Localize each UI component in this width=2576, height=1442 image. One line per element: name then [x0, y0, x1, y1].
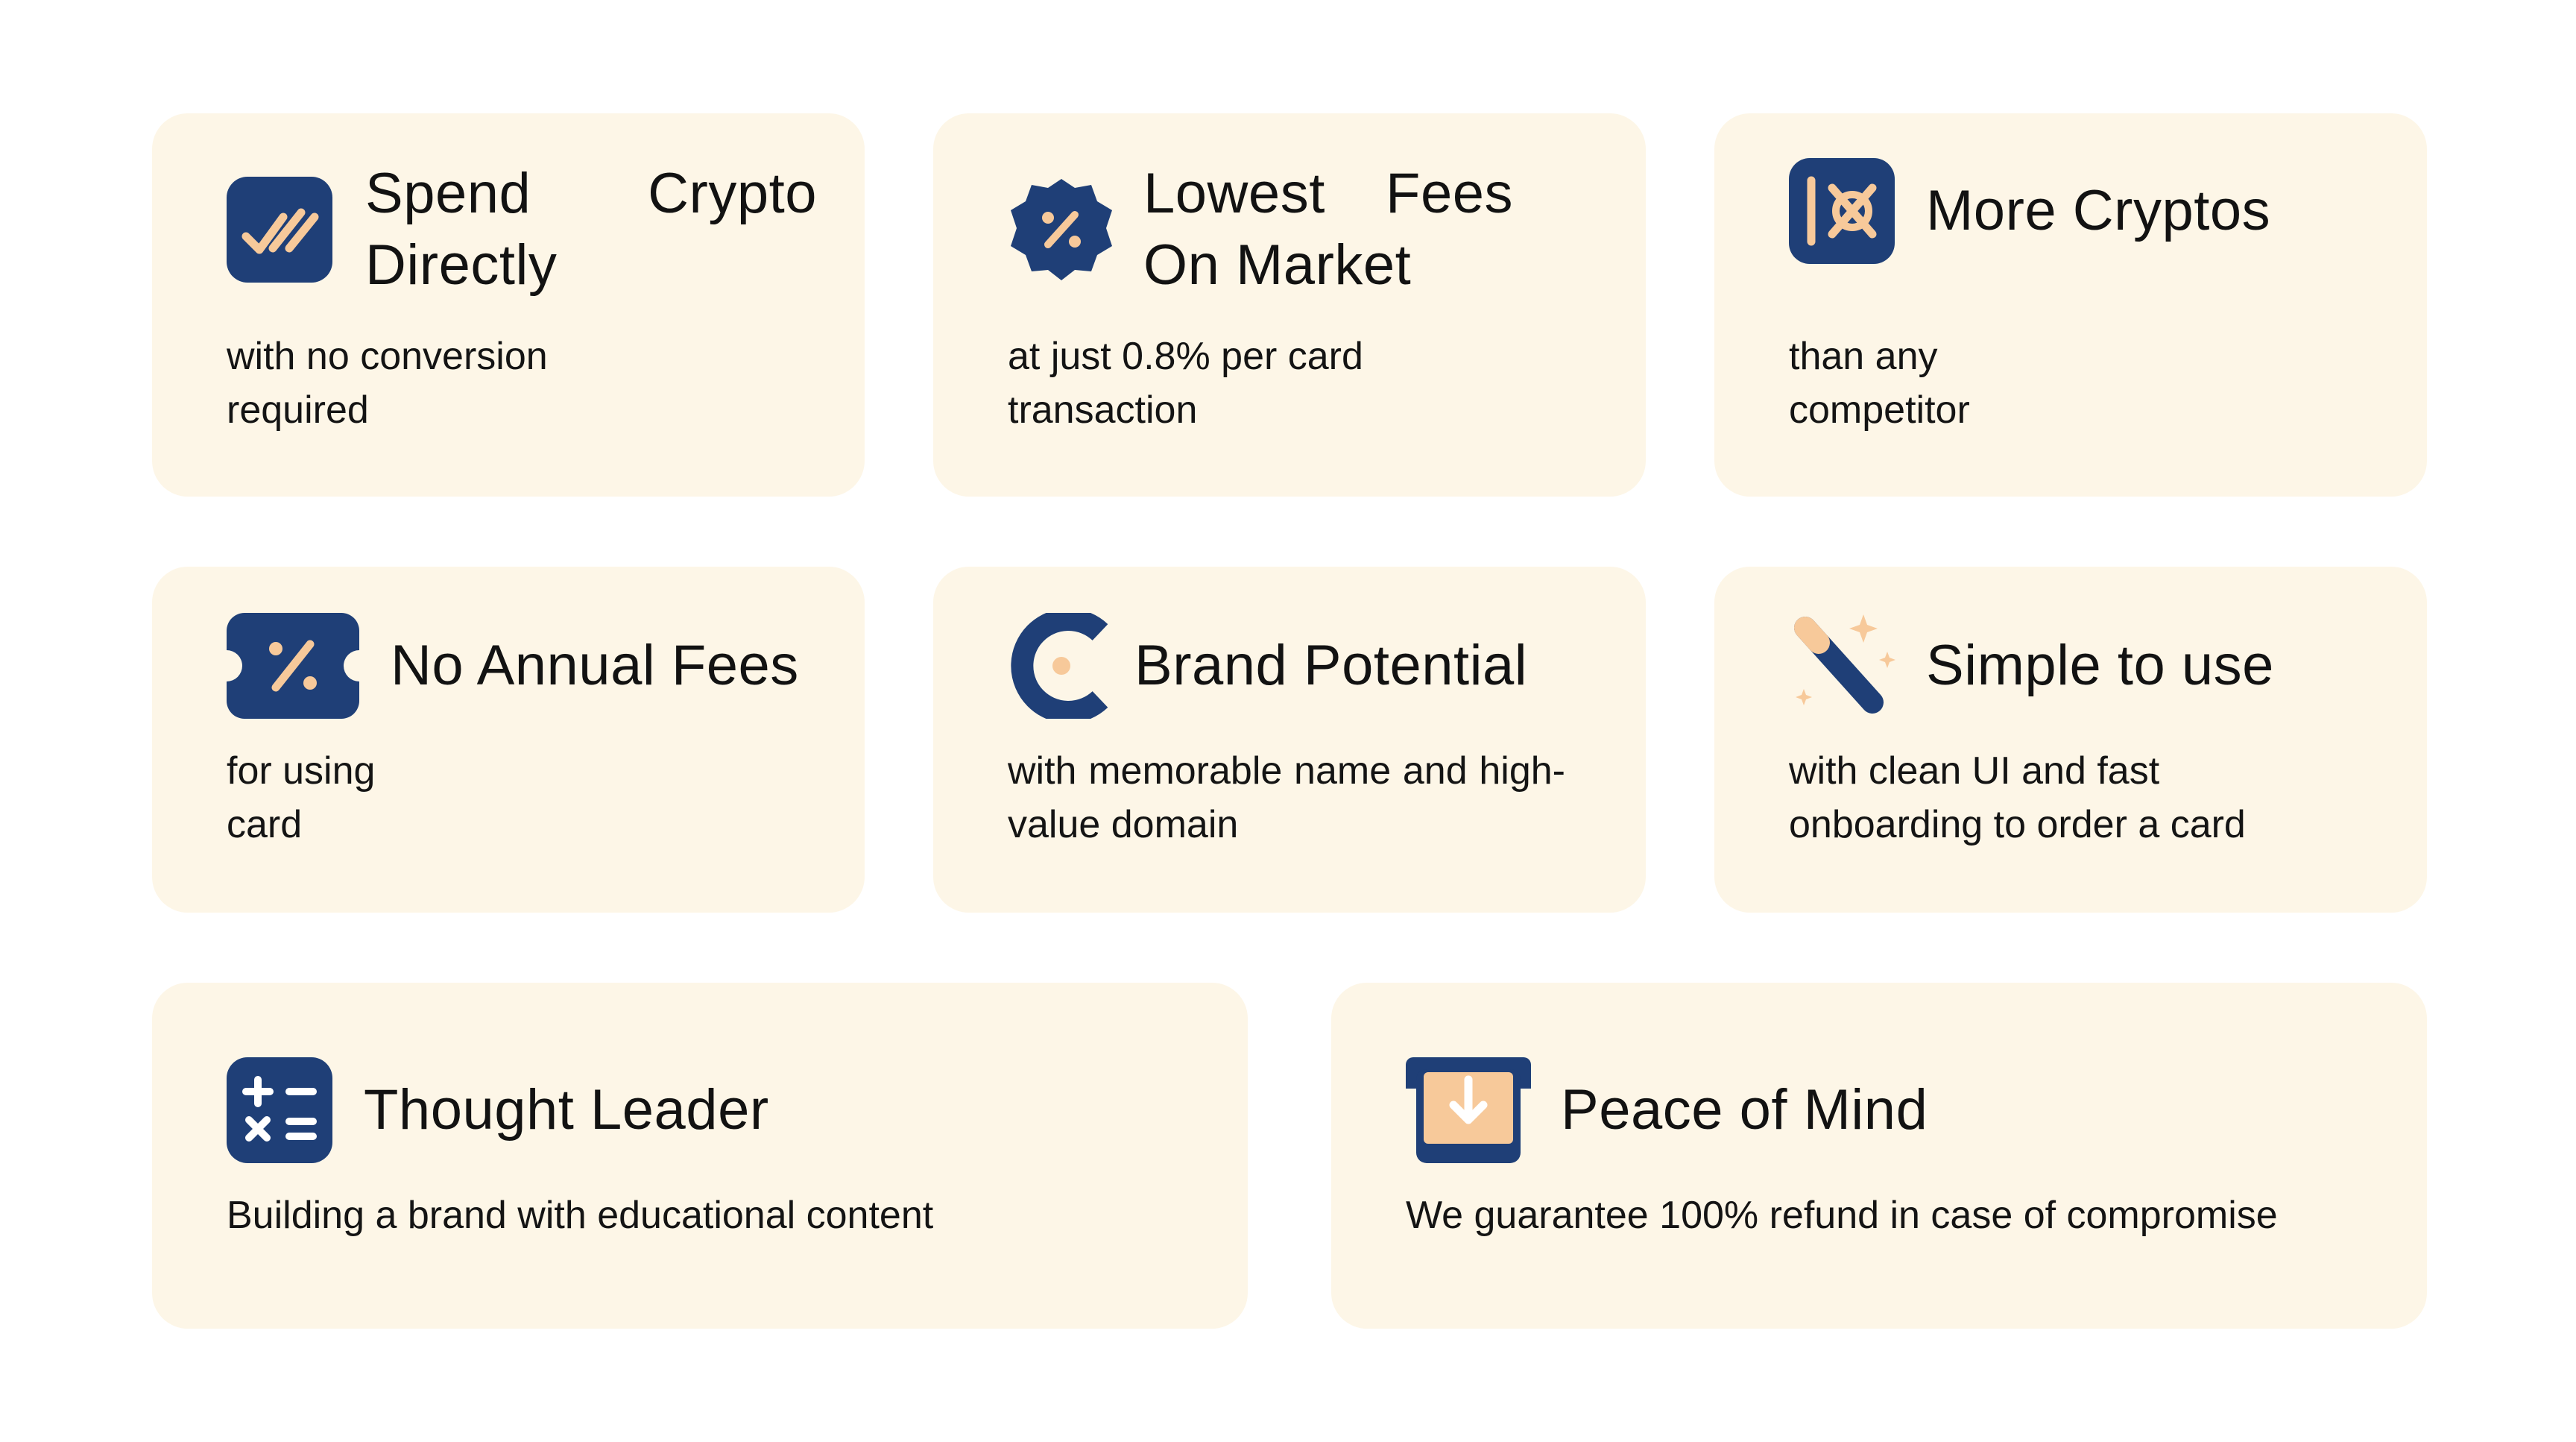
feature-title: Spend Crypto Directly	[365, 162, 817, 297]
feature-title: Thought Leader	[364, 1078, 769, 1142]
feature-card-lowest-fees: Lowest Fees On Market at just 0.8% per c…	[933, 113, 1646, 497]
feature-description: at just 0.8% per card transaction	[1008, 335, 1363, 432]
feature-title: Brand Potential	[1134, 634, 1528, 697]
feature-card-no-annual-fees: No Annual Fees for using card	[152, 567, 865, 913]
feature-description: with memorable name and high-value domai…	[1008, 749, 1565, 846]
feature-title: Peace of Mind	[1561, 1078, 1928, 1142]
feature-title: No Annual Fees	[391, 634, 799, 697]
crypto-network-icon	[1789, 158, 1895, 264]
feature-description: Building a brand with educational conten…	[227, 1194, 934, 1237]
feature-description: with no conversion required	[227, 335, 548, 432]
feature-description: with clean UI and fast onboarding to ord…	[1789, 749, 2246, 846]
discount-ticket-icon	[227, 613, 359, 719]
feature-card-simple-to-use: Simple to use with clean UI and fast onb…	[1714, 567, 2427, 913]
double-check-icon	[227, 177, 332, 283]
feature-card-brand-potential: Brand Potential with memorable name and …	[933, 567, 1646, 913]
feature-card-thought-leader: Thought Leader Building a brand with edu…	[152, 983, 1248, 1329]
feature-card-spend-crypto: Spend Crypto Directly with no conversion…	[152, 113, 865, 497]
feature-description: for using card	[227, 749, 376, 846]
download-tray-icon	[1406, 1057, 1531, 1163]
percent-badge-icon	[1011, 179, 1112, 280]
feature-description: than any competitor	[1789, 335, 1970, 432]
brand-c-icon	[1011, 613, 1108, 719]
feature-card-peace-of-mind: Peace of Mind We guarantee 100% refund i…	[1331, 983, 2427, 1329]
feature-title: Simple to use	[1926, 634, 2274, 697]
feature-title: Lowest Fees On Market	[1143, 162, 1513, 297]
calculator-icon	[227, 1057, 332, 1163]
magic-wand-icon	[1794, 614, 1895, 714]
feature-card-more-cryptos: More Cryptos than any competitor	[1714, 113, 2427, 497]
feature-description: We guarantee 100% refund in case of comp…	[1406, 1194, 2278, 1237]
feature-title: More Cryptos	[1926, 179, 2271, 242]
